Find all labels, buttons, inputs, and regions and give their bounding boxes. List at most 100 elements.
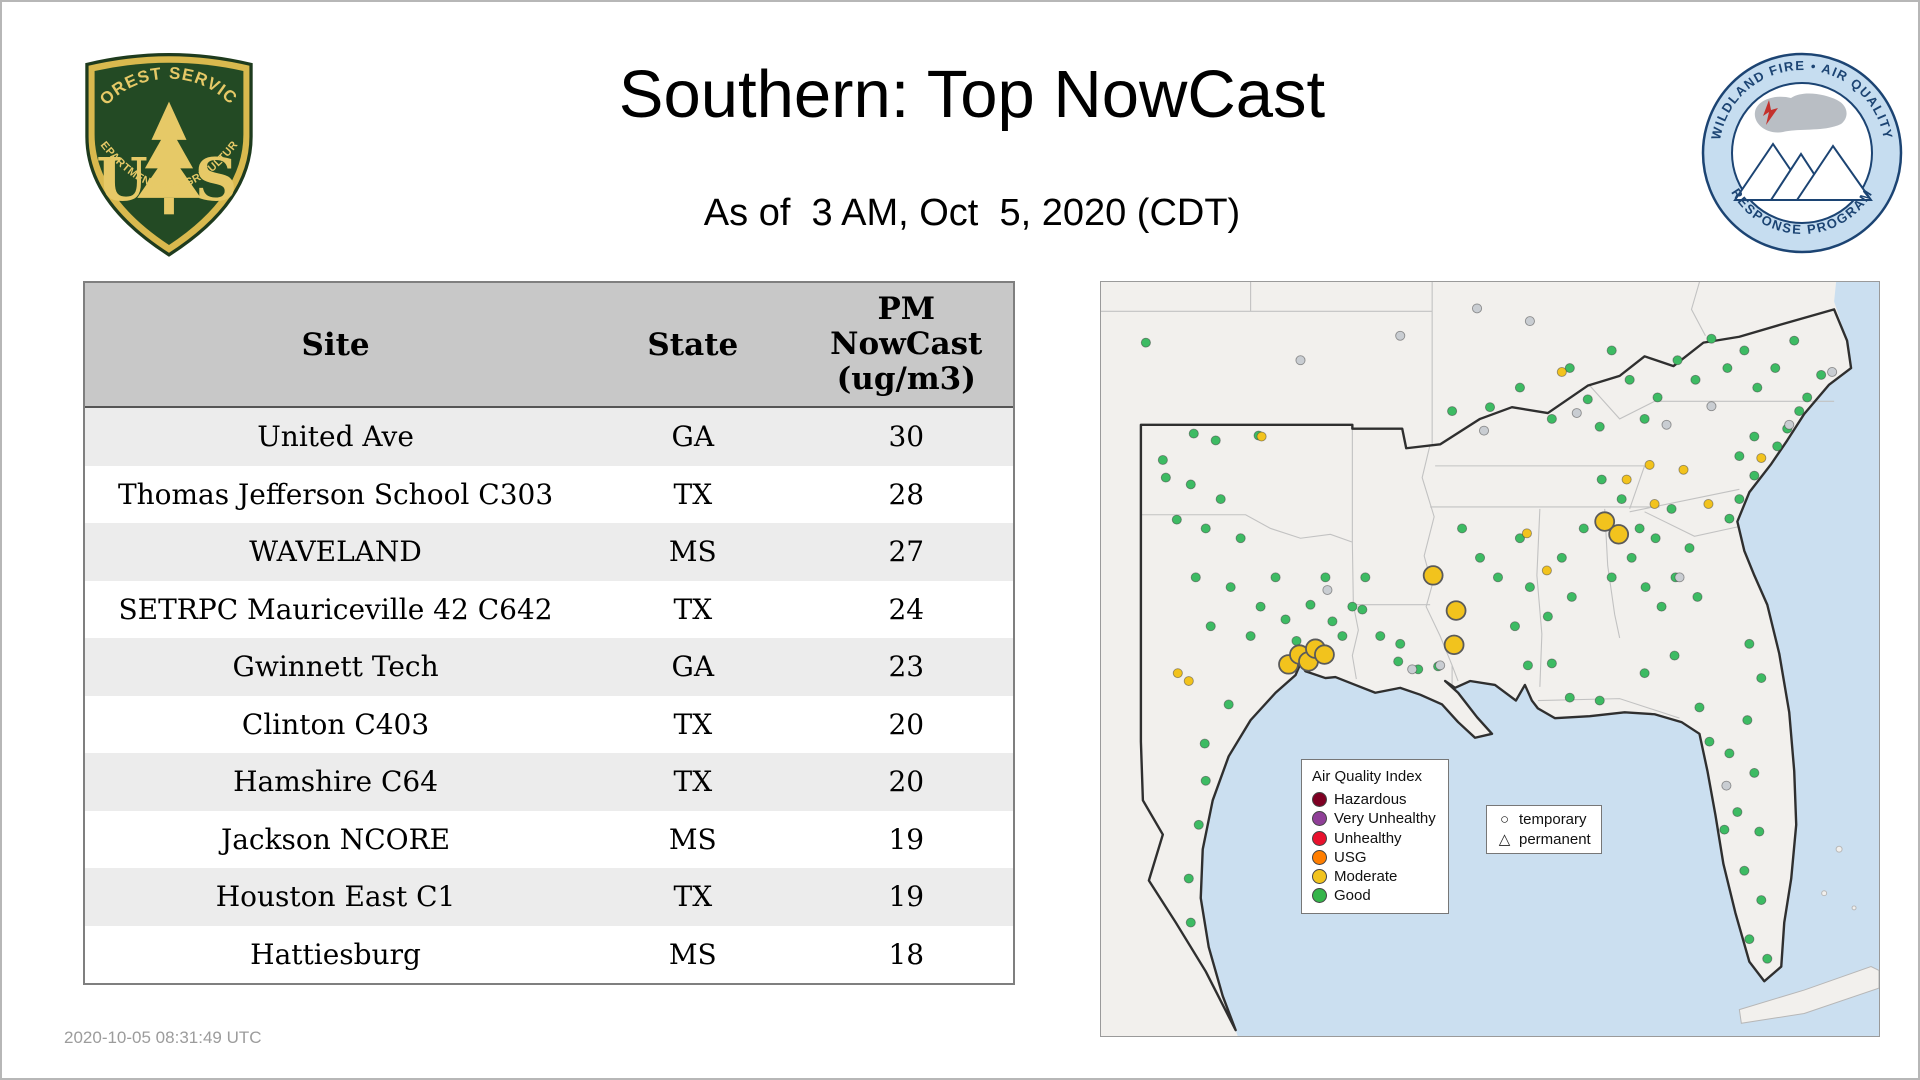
monitor-dot [1666, 503, 1677, 514]
aqi-legend-item: Hazardous [1312, 790, 1436, 809]
island-small [1835, 845, 1843, 853]
monitor-dot [1185, 479, 1196, 490]
monitor-dot [1644, 459, 1655, 470]
usfs-shield: FOREST SERVICE U S DEPARTMENT OF AGRICUL… [70, 21, 253, 257]
cell-pm: 19 [888, 880, 925, 914]
monitor-dot [1542, 611, 1553, 622]
monitor-dot [1639, 668, 1650, 679]
nowcast-table: Site State PM NowCast (ug/m3) United Ave… [83, 281, 1015, 985]
col-header-pm-nowcast: PM NowCast (ug/m3) [830, 291, 983, 397]
monitor-dot [1556, 552, 1567, 563]
monitor-dot [1375, 631, 1386, 641]
monitor-dot [1183, 676, 1194, 686]
monitor-dot [1816, 369, 1827, 380]
monitor-dot [1672, 355, 1683, 366]
monitor-dot [1546, 658, 1557, 669]
cell-site: WAVELAND [249, 535, 422, 569]
aqi-legend-item: Good [1312, 886, 1436, 905]
monitor-dot [1621, 474, 1632, 485]
region-boundary [1139, 308, 1853, 1032]
aqi-swatch-icon [1312, 830, 1327, 846]
monitor-dot [1732, 807, 1743, 817]
monitor-dot [1749, 767, 1760, 778]
col-header-state: State [647, 326, 739, 363]
monitor-dot [1157, 455, 1168, 465]
monitor-dot [1556, 367, 1567, 377]
monitor-dot [1594, 421, 1605, 432]
monitor-dot [1395, 638, 1406, 649]
aqi-legend-items: Hazardous Very Unhealthy Unhealthy USG Moder… [1312, 790, 1436, 905]
top-site-marker [1608, 524, 1630, 545]
table-row: Jackson NCORE MS 19 [85, 810, 1013, 868]
monitor-dot [1474, 552, 1486, 563]
monitor-dot [1784, 419, 1795, 430]
monitor-dot [1684, 543, 1695, 553]
monitor-markers [1140, 303, 1838, 964]
monitor-dot [1447, 406, 1458, 417]
cell-state: MS [668, 937, 717, 971]
monitor-dot [1235, 533, 1246, 544]
cell-site: Hamshire C64 [233, 765, 439, 799]
cell-site: Gwinnett Tech [232, 650, 439, 684]
monitor-dot [1270, 572, 1281, 583]
monitor-dot [1706, 401, 1717, 412]
table-row: Gwinnett Tech GA 23 [85, 638, 1013, 696]
monitor-dot [1669, 650, 1680, 661]
cell-pm: 28 [888, 477, 925, 511]
aqi-swatch-icon [1312, 811, 1327, 827]
monitor-dot [1789, 335, 1800, 346]
monitor-dot [1571, 408, 1582, 418]
cell-state: TX [673, 592, 713, 626]
aqi-map: Air Quality Index Hazardous Very Unhealth… [1100, 281, 1880, 1037]
monitor-dot [1199, 738, 1210, 749]
cell-state: TX [673, 477, 713, 511]
monitor-dot [1566, 591, 1577, 602]
monitor-dot [1772, 441, 1783, 452]
cell-site: Jackson NCORE [220, 822, 451, 856]
monitor-dot [1295, 355, 1306, 366]
monitor-dot [1514, 533, 1525, 544]
monitor-dot [1172, 668, 1183, 679]
monitor-dot [1564, 363, 1575, 373]
monitor-dot [1734, 451, 1745, 462]
monitor-dot [1223, 699, 1234, 710]
aqi-swatch-icon [1312, 792, 1327, 808]
monitor-dot [1827, 367, 1838, 377]
island-cuba [1738, 966, 1879, 1024]
aqi-swatch-icon [1312, 869, 1327, 885]
monitor-dot [1706, 333, 1717, 344]
aqi-legend-item: Very Unhealthy [1312, 809, 1436, 828]
temporary-marker-icon: ○ [1499, 811, 1510, 828]
monitor-dot [1754, 826, 1765, 837]
monitor-dot [1578, 523, 1589, 534]
map-canvas [1101, 282, 1879, 1036]
cell-pm: 18 [888, 937, 925, 971]
cell-site: Thomas Jefferson School C303 [117, 477, 554, 511]
marker-type-items: ○ temporary △ permanent [1497, 810, 1591, 849]
monitor-dot [1734, 494, 1745, 505]
monitor-dot [1546, 413, 1557, 424]
monitor-dot [1357, 604, 1368, 615]
table-row: Thomas Jefferson School C303 TX 28 [85, 465, 1013, 523]
monitor-dot [1802, 392, 1813, 403]
monitor-dot [1674, 572, 1685, 583]
monitor-dot [1435, 660, 1446, 671]
cell-pm: 24 [888, 592, 925, 626]
monitor-dot [1649, 499, 1660, 509]
cell-site: SETRPC Mauriceville 42 C642 [118, 592, 553, 626]
monitor-dot [1190, 572, 1201, 583]
cell-state: GA [671, 420, 715, 454]
monitor-dot [1744, 934, 1755, 945]
monitor-dot [1541, 565, 1552, 576]
monitor-dot [1322, 585, 1333, 595]
monitor-dot [1347, 601, 1358, 612]
monitor-dot [1160, 472, 1171, 483]
aqi-legend-item: USG [1312, 848, 1436, 867]
monitor-dot [1694, 702, 1705, 713]
aqi-legend-label: Moderate [1334, 867, 1398, 885]
aqi-legend-item: Unhealthy [1312, 829, 1436, 848]
island-small [1851, 905, 1857, 911]
marker-type-item: △ permanent [1497, 830, 1591, 850]
monitor-dot [1183, 873, 1194, 884]
